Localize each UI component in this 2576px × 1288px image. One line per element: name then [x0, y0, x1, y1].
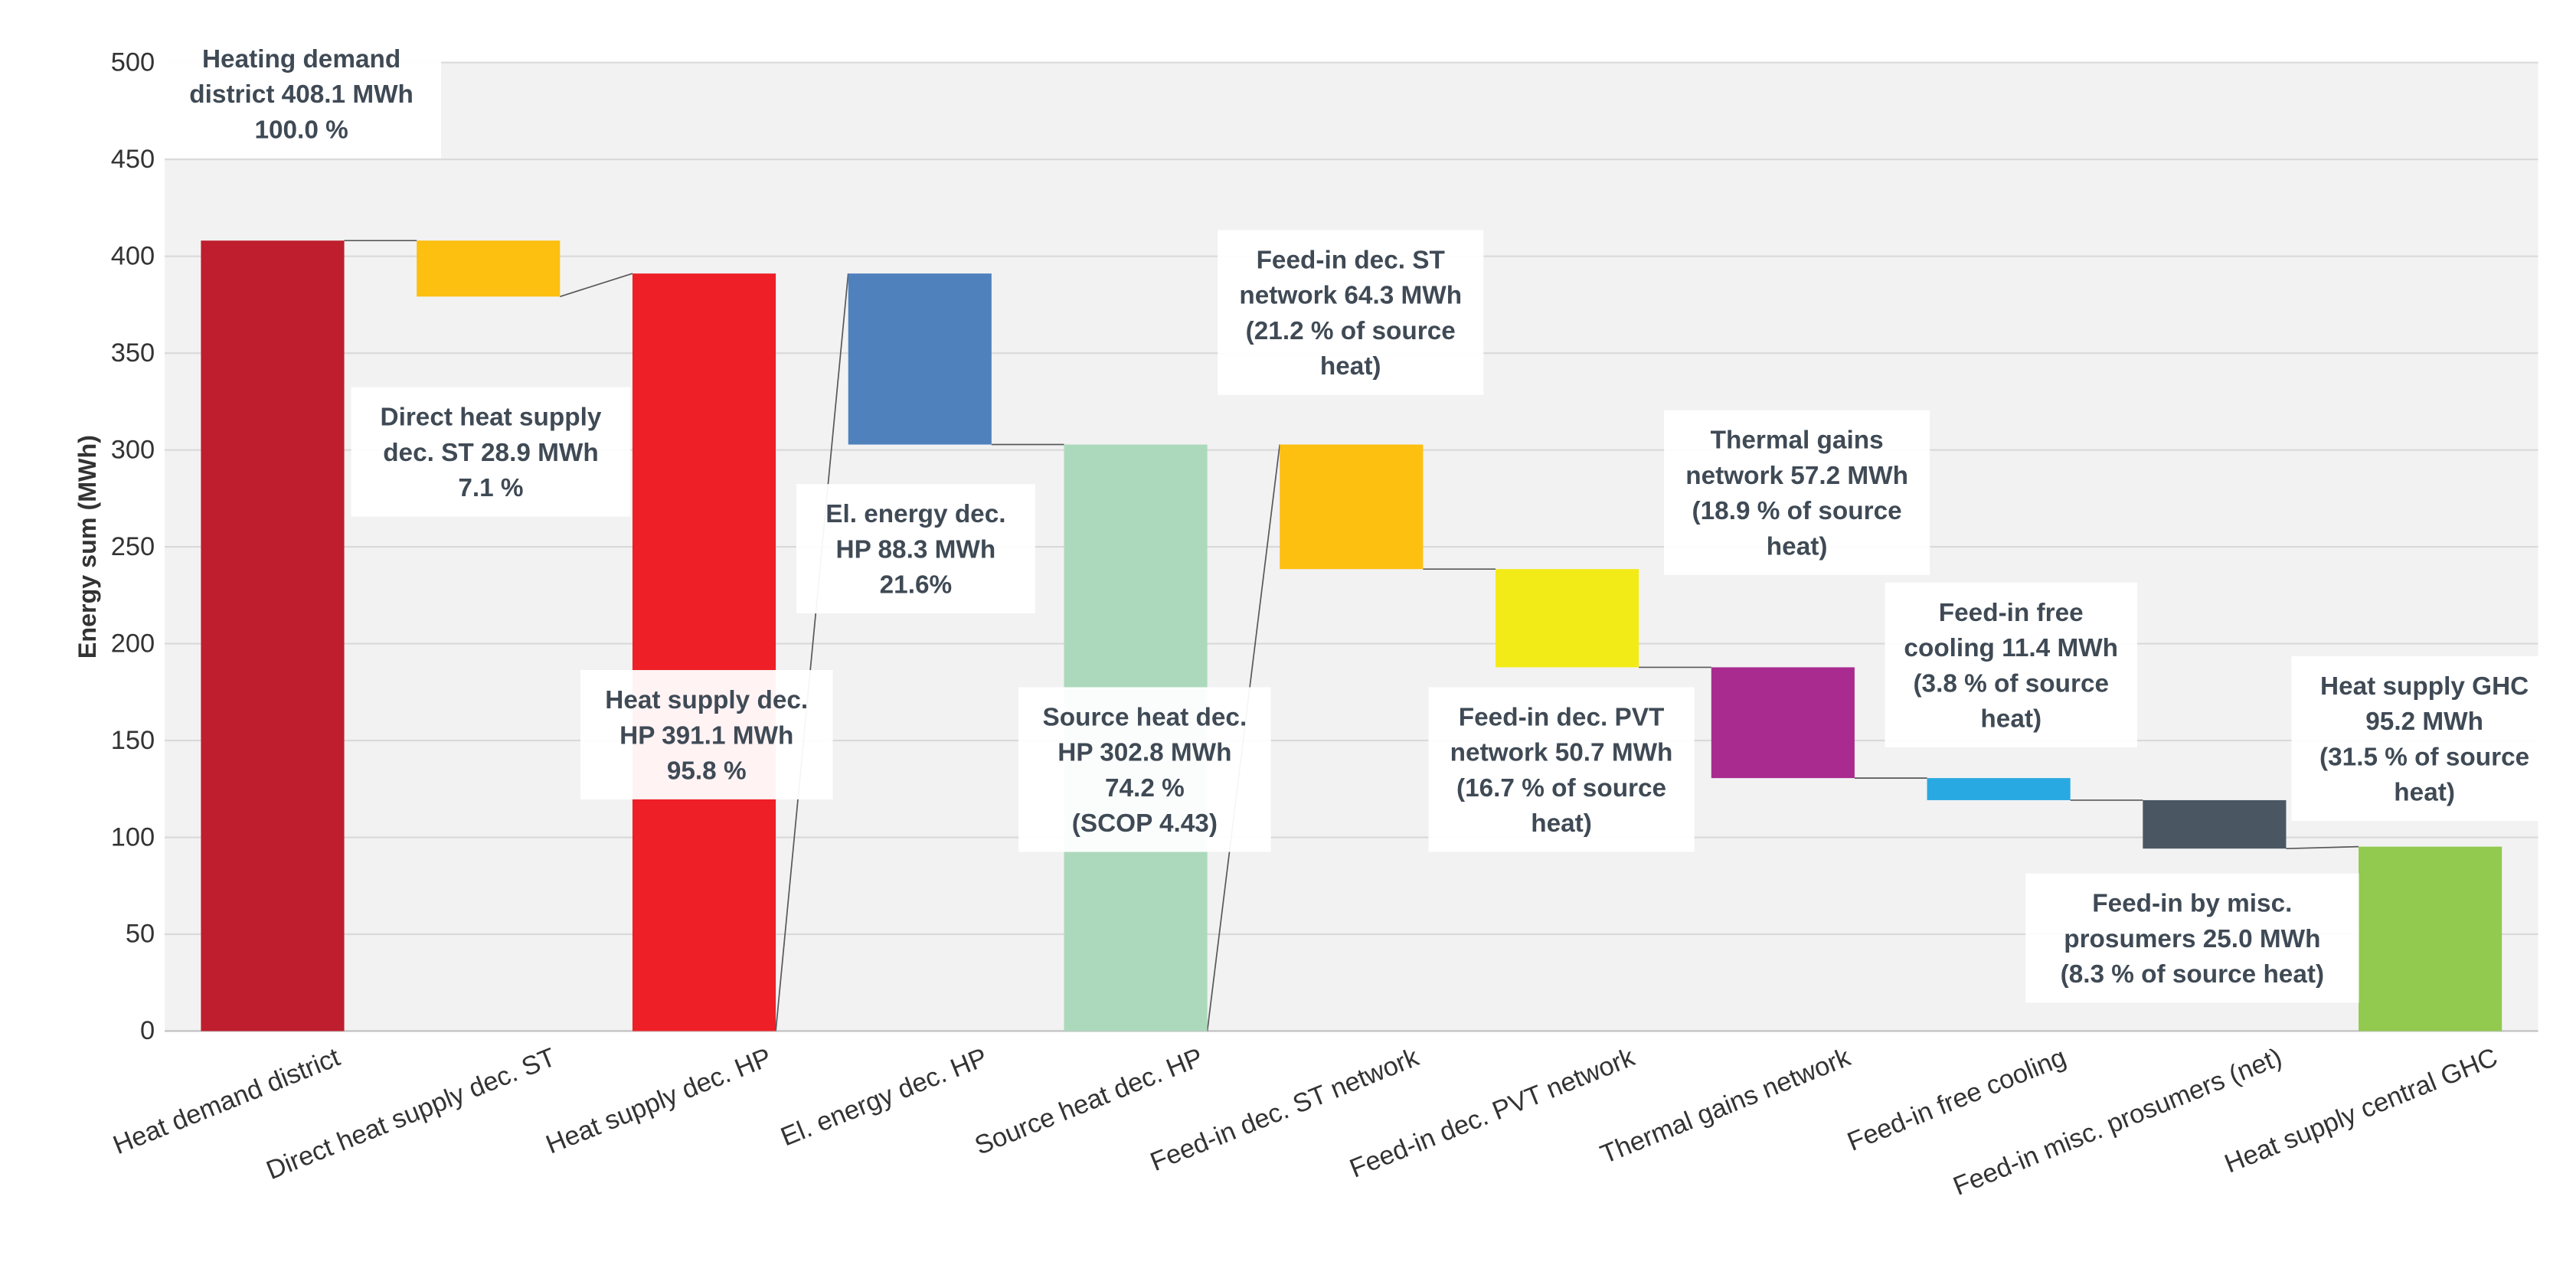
data-label-line: cooling 11.4 MWh: [1904, 634, 2118, 662]
data-label-line: (8.3 % of source heat): [2061, 960, 2324, 989]
data-label: Heat supply dec. HP 391.1 MWh 95.8 %: [580, 670, 833, 799]
data-label: Heat supply GHC 95.2 MWh (31.5 % of source…: [2291, 655, 2558, 822]
data-label-line: prosumers 25.0 MWh: [2064, 925, 2320, 953]
bar: [1280, 444, 1424, 570]
data-label-line: 74.2 %: [1105, 774, 1185, 803]
data-label-line: 95.2 MWh: [2365, 708, 2483, 736]
data-label-line: Heat supply GHC: [2320, 672, 2529, 701]
data-label: Source heat dec. HP 302.8 MWh 74.2 % (SCOP …: [1018, 687, 1271, 852]
y-tick-label: 50: [126, 920, 155, 949]
connector-lines: [344, 240, 2359, 1031]
bar: [1927, 778, 2071, 800]
data-label-line: HP 302.8 MWh: [1058, 739, 1231, 767]
data-label-line: district 408.1 MWh: [189, 80, 414, 109]
data-label: Feed-in dec. ST network 64.3 MWh (21.2 % o…: [1218, 230, 1484, 395]
data-label-line: dec. ST 28.9 MWh: [383, 439, 598, 467]
data-label-line: Direct heat supply: [381, 404, 602, 432]
data-label-line: heat): [1320, 352, 1381, 381]
data-label-line: Feed-in free: [1939, 599, 2084, 627]
data-label: Thermal gains network 57.2 MWh (18.9 % of …: [1664, 410, 1930, 575]
data-label-box: [1885, 582, 2138, 747]
data-label-line: 100.0 %: [254, 116, 348, 144]
y-tick-label: 100: [111, 822, 155, 852]
data-label-line: heat): [1767, 532, 1828, 561]
x-tick-label: Heat supply dec. HP: [542, 1043, 776, 1160]
data-label-line: (31.5 % of source: [2319, 743, 2529, 771]
data-label-box: [1018, 687, 1271, 852]
connector-line: [560, 273, 633, 298]
data-label-line: (3.8 % of source: [1913, 669, 2109, 698]
data-label: Feed-in by misc. prosumers 25.0 MWh (8.3 %…: [2025, 873, 2359, 1003]
y-axis-ticks: 0 50 100 150 200 250 300 350 400 450 500: [111, 47, 155, 1045]
y-tick-label: 150: [111, 726, 155, 755]
data-label: El. energy dec. HP 88.3 MWh 21.6%: [796, 484, 1035, 614]
data-label-line: 21.6%: [880, 571, 953, 600]
data-label-line: network 50.7 MWh: [1450, 739, 1673, 767]
data-labels: Heating demand district 408.1 MWh 100.0 % D…: [162, 28, 2558, 1003]
y-tick-label: 0: [140, 1016, 155, 1045]
bar: [1496, 569, 1639, 668]
data-label-line: 7.1 %: [458, 474, 523, 502]
y-tick-label: 250: [111, 532, 155, 561]
data-label-box: [1664, 410, 1930, 575]
bar: [417, 240, 561, 297]
data-label-box: [580, 670, 833, 799]
data-label-line: (18.9 % of source: [1692, 497, 1902, 525]
bar: [848, 273, 992, 445]
data-label-line: heat): [1531, 809, 1592, 838]
data-label-box: [162, 28, 442, 159]
data-label-line: Source heat dec.: [1043, 703, 1247, 731]
data-label-box: [351, 387, 631, 517]
y-tick-label: 350: [111, 338, 155, 368]
connector-line: [2286, 845, 2359, 850]
bar: [1711, 667, 1855, 779]
bars: [201, 240, 2502, 1031]
data-label-line: El. energy dec.: [825, 500, 1005, 528]
data-label-line: Feed-in dec. PVT: [1459, 703, 1665, 731]
bar: [2143, 799, 2287, 849]
data-label-box: [1218, 230, 1484, 395]
data-label-box: [796, 484, 1035, 614]
data-label-box: [1428, 687, 1695, 852]
data-label-line: HP 88.3 MWh: [836, 535, 996, 564]
data-label-line: 95.8 %: [667, 757, 747, 786]
bar: [2359, 846, 2502, 1031]
y-tick-label: 200: [111, 629, 155, 658]
data-label-line: Heat supply dec.: [605, 686, 808, 714]
data-label-line: HP 391.1 MWh: [619, 721, 793, 750]
data-label: Direct heat supply dec. ST 28.9 MWh 7.1 %: [351, 387, 631, 517]
data-label-line: heat): [1980, 705, 2042, 734]
data-label-line: Feed-in by misc.: [2092, 890, 2292, 918]
y-tick-label: 300: [111, 435, 155, 464]
gridlines: [165, 61, 2538, 1032]
y-tick-label: 450: [111, 145, 155, 174]
data-label: Feed-in dec. PVT network 50.7 MWh (16.7 % …: [1428, 687, 1695, 852]
data-label-line: Thermal gains: [1711, 427, 1884, 455]
data-label-line: (21.2 % of source: [1246, 317, 1456, 345]
data-label-line: (SCOP 4.43): [1072, 809, 1218, 838]
data-label-box: [2291, 655, 2558, 822]
y-tick-label: 500: [111, 47, 155, 77]
data-label-box: [2025, 873, 2359, 1003]
bar: [632, 273, 776, 1031]
connector-line: [775, 273, 849, 1031]
data-label: Heating demand district 408.1 MWh 100.0 %: [162, 28, 442, 159]
data-label-line: Feed-in dec. ST: [1257, 246, 1445, 274]
data-label-line: Heating demand: [202, 45, 400, 74]
data-label-line: heat): [2394, 779, 2455, 807]
y-tick-label: 400: [111, 241, 155, 270]
data-label-line: network 57.2 MWh: [1685, 462, 1908, 490]
x-tick-label: El. energy dec. HP: [776, 1043, 991, 1152]
bar: [201, 240, 345, 1031]
y-axis-title: Energy sum (MWh): [74, 435, 101, 659]
data-label-line: (16.7 % of source: [1456, 774, 1666, 803]
data-label-line: network 64.3 MWh: [1239, 282, 1462, 310]
data-label: Feed-in free cooling 11.4 MWh (3.8 % of so…: [1885, 582, 2138, 747]
